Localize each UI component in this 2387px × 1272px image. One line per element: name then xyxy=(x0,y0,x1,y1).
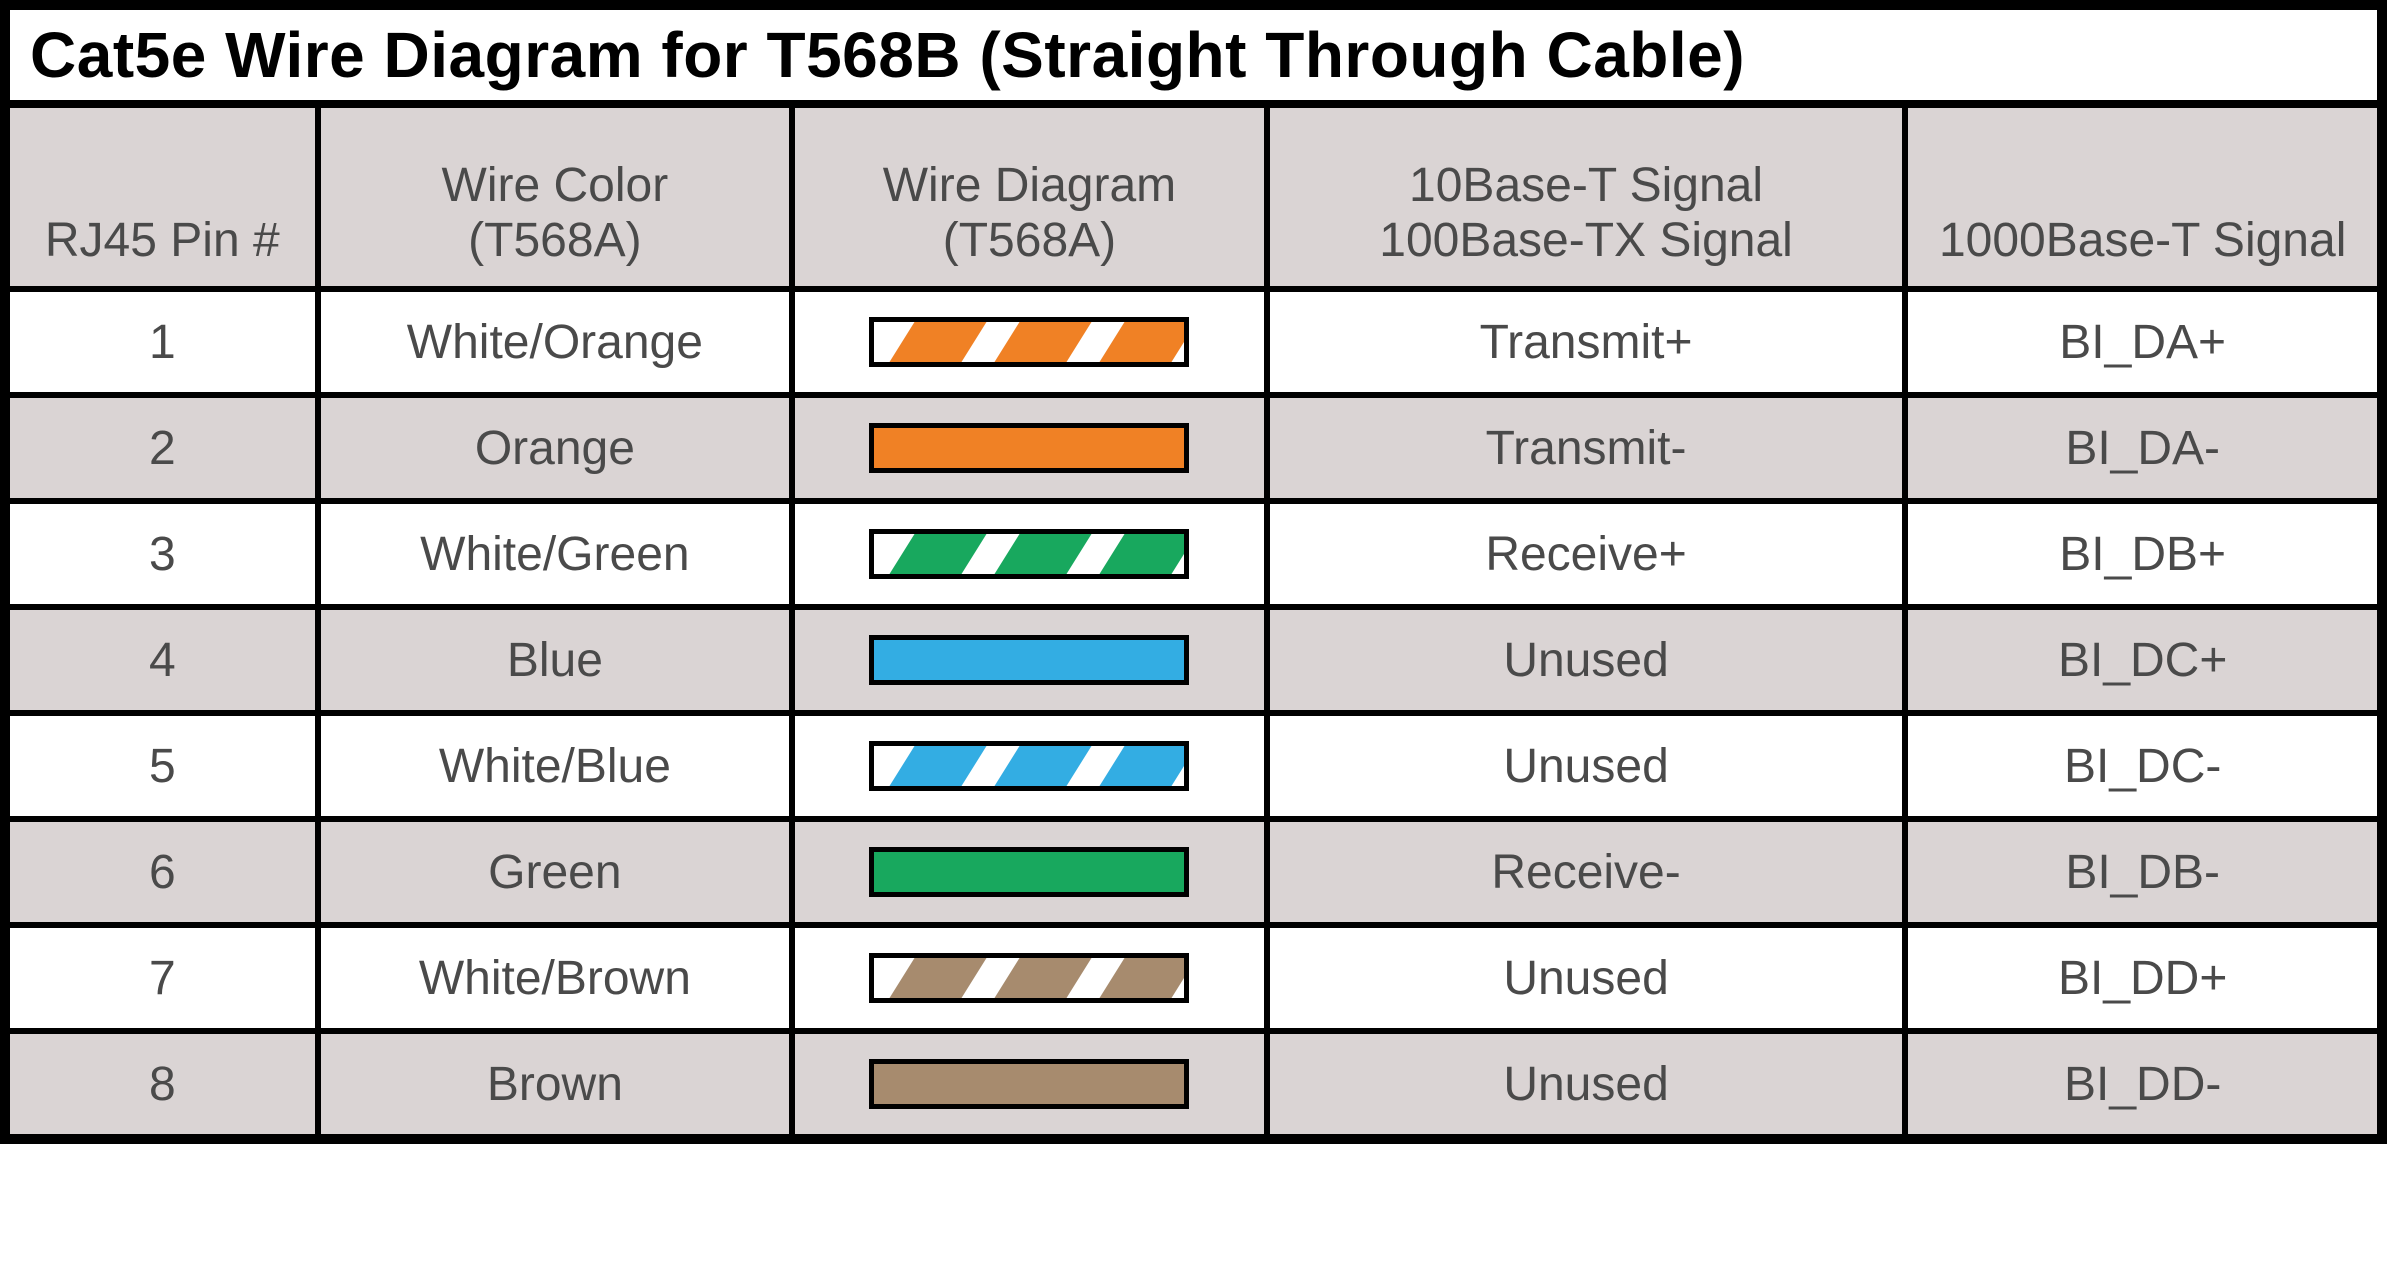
cell-wire-diagram xyxy=(792,713,1267,819)
cell-wire-color: Brown xyxy=(318,1031,793,1134)
cell-1000base-signal: BI_DD- xyxy=(1905,1031,2377,1134)
table-row: 3White/Green Receive+BI_DB+ xyxy=(10,501,2377,607)
table-row: 5White/Blue UnusedBI_DC- xyxy=(10,713,2377,819)
cell-1000base-signal: BI_DC+ xyxy=(1905,607,2377,713)
cell-wire-diagram xyxy=(792,925,1267,1031)
cell-10base-signal: Unused xyxy=(1267,607,1906,713)
cell-1000base-signal: BI_DD+ xyxy=(1905,925,2377,1031)
wire-swatch xyxy=(869,741,1189,791)
cell-wire-diagram xyxy=(792,289,1267,395)
cell-pin: 6 xyxy=(10,819,318,925)
cell-wire-color: White/Brown xyxy=(318,925,793,1031)
wire-swatch xyxy=(869,847,1189,897)
wire-swatch xyxy=(869,953,1189,1003)
cell-pin: 4 xyxy=(10,607,318,713)
cell-wire-diagram xyxy=(792,607,1267,713)
wire-diagram-table: Cat5e Wire Diagram for T568B (Straight T… xyxy=(0,0,2387,1144)
cell-pin: 1 xyxy=(10,289,318,395)
cell-10base-signal: Unused xyxy=(1267,925,1906,1031)
cell-10base-signal: Transmit+ xyxy=(1267,289,1906,395)
cell-1000base-signal: BI_DB- xyxy=(1905,819,2377,925)
cell-pin: 7 xyxy=(10,925,318,1031)
cell-1000base-signal: BI_DB+ xyxy=(1905,501,2377,607)
table-row: 7White/Brown UnusedBI_DD+ xyxy=(10,925,2377,1031)
cell-wire-color: Green xyxy=(318,819,793,925)
cell-1000base-signal: BI_DA+ xyxy=(1905,289,2377,395)
wire-swatch xyxy=(869,423,1189,473)
cell-10base-signal: Transmit- xyxy=(1267,395,1906,501)
table-header-row: RJ45 Pin # Wire Color(T568A) Wire Diagra… xyxy=(10,108,2377,289)
header-color: Wire Color(T568A) xyxy=(318,108,793,289)
cell-wire-diagram xyxy=(792,1031,1267,1134)
cell-wire-color: Orange xyxy=(318,395,793,501)
header-10base: 10Base-T Signal100Base-TX Signal xyxy=(1267,108,1906,289)
cell-pin: 2 xyxy=(10,395,318,501)
cell-pin: 5 xyxy=(10,713,318,819)
wire-swatch xyxy=(869,317,1189,367)
cell-1000base-signal: BI_DA- xyxy=(1905,395,2377,501)
pinout-table: RJ45 Pin # Wire Color(T568A) Wire Diagra… xyxy=(10,108,2377,1134)
cell-wire-color: White/Green xyxy=(318,501,793,607)
cell-10base-signal: Unused xyxy=(1267,1031,1906,1134)
cell-wire-color: White/Blue xyxy=(318,713,793,819)
cell-wire-diagram xyxy=(792,819,1267,925)
cell-pin: 8 xyxy=(10,1031,318,1134)
wire-swatch xyxy=(869,635,1189,685)
cell-10base-signal: Receive+ xyxy=(1267,501,1906,607)
cell-10base-signal: Unused xyxy=(1267,713,1906,819)
cell-wire-color: Blue xyxy=(318,607,793,713)
table-title: Cat5e Wire Diagram for T568B (Straight T… xyxy=(10,10,2377,108)
cell-1000base-signal: BI_DC- xyxy=(1905,713,2377,819)
header-diagram: Wire Diagram(T568A) xyxy=(792,108,1267,289)
header-pin: RJ45 Pin # xyxy=(10,108,318,289)
cell-wire-color: White/Orange xyxy=(318,289,793,395)
table-row: 8Brown UnusedBI_DD- xyxy=(10,1031,2377,1134)
header-1000base: 1000Base-T Signal xyxy=(1905,108,2377,289)
cell-wire-diagram xyxy=(792,395,1267,501)
table-row: 4Blue UnusedBI_DC+ xyxy=(10,607,2377,713)
wire-swatch xyxy=(869,1059,1189,1109)
table-row: 6Green Receive-BI_DB- xyxy=(10,819,2377,925)
table-row: 1White/Orange Transmit+BI_DA+ xyxy=(10,289,2377,395)
cell-10base-signal: Receive- xyxy=(1267,819,1906,925)
wire-swatch xyxy=(869,529,1189,579)
cell-pin: 3 xyxy=(10,501,318,607)
cell-wire-diagram xyxy=(792,501,1267,607)
table-row: 2Orange Transmit-BI_DA- xyxy=(10,395,2377,501)
